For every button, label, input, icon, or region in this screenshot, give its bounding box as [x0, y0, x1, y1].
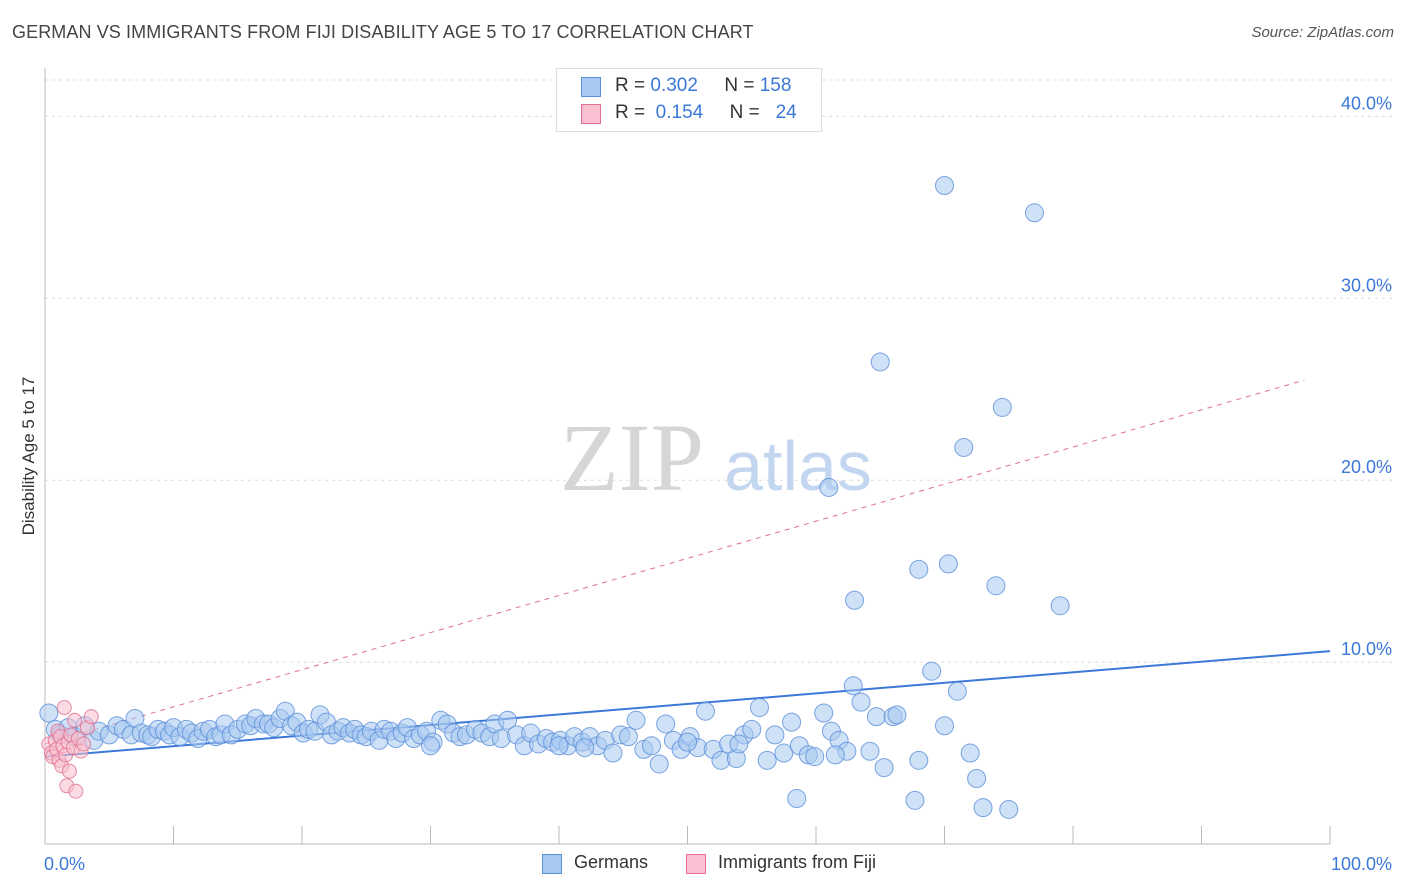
legend-swatch-fiji — [686, 854, 706, 874]
legend-swatch-germans — [581, 77, 601, 97]
n-value: 24 — [775, 102, 797, 123]
point-germans — [860, 741, 880, 761]
point-fiji — [83, 709, 99, 725]
r-value: 0.302 — [650, 75, 698, 96]
point-germans — [729, 734, 749, 754]
point-germans — [491, 728, 511, 748]
point-germans — [421, 736, 440, 756]
point-germans — [642, 736, 662, 756]
point-germans — [39, 703, 59, 723]
source-label: Source: ZipAtlas.com — [1251, 24, 1394, 41]
trend-line-germans — [44, 650, 1331, 758]
r-label: R = — [615, 102, 646, 123]
point-germans — [967, 769, 987, 789]
point-germans — [656, 714, 676, 734]
point-germans — [819, 477, 839, 497]
point-germans — [909, 559, 929, 579]
point-germans — [973, 798, 993, 818]
point-germans — [749, 698, 769, 718]
x-tick-label: 0.0% — [44, 854, 85, 874]
point-germans — [678, 732, 697, 752]
y-tick-label: 10.0% — [1341, 639, 1392, 659]
point-germans — [954, 437, 974, 457]
point-germans — [742, 719, 762, 739]
point-germans — [814, 703, 834, 723]
grid-lines — [45, 79, 1392, 663]
point-germans — [825, 745, 845, 765]
trend-lines — [44, 379, 1331, 758]
x-tick-label: 100.0% — [1331, 854, 1392, 874]
point-germans — [947, 681, 967, 701]
point-fiji — [76, 736, 92, 752]
point-germans — [603, 743, 623, 763]
point-germans — [999, 799, 1019, 819]
point-germans — [1024, 203, 1044, 223]
legend-label-germans: Germans — [574, 852, 649, 872]
point-germans — [549, 736, 569, 756]
point-germans — [626, 710, 646, 730]
point-germans — [765, 725, 785, 745]
tick-labels: 10.0% 20.0% 30.0% 40.0% 0.0% 100.0% Disability… — [19, 93, 1392, 874]
watermark: ZIP atlas — [560, 404, 872, 511]
point-germans — [851, 692, 871, 712]
n-value: 158 — [759, 75, 792, 96]
point-germans — [787, 789, 807, 809]
y-tick-label: 30.0% — [1341, 275, 1392, 295]
n-label: N = — [724, 75, 755, 96]
n-label: N = — [729, 102, 760, 123]
point-fiji — [61, 763, 77, 779]
data-points — [39, 176, 1070, 819]
y-tick-label: 20.0% — [1341, 457, 1392, 477]
point-germans — [870, 352, 890, 372]
point-fiji — [56, 700, 72, 716]
point-germans — [922, 661, 942, 681]
point-germans — [618, 727, 638, 747]
point-germans — [774, 743, 794, 763]
y-axis-title: Disability Age 5 to 17 — [19, 377, 38, 536]
point-germans — [843, 676, 863, 696]
point-germans — [986, 576, 1006, 596]
point-germans — [498, 710, 518, 730]
point-germans — [1050, 596, 1070, 616]
point-germans — [992, 397, 1012, 417]
legend-swatch-germans — [542, 854, 562, 874]
point-germans — [575, 738, 595, 758]
watermark-zip: ZIP — [560, 404, 704, 511]
point-germans — [866, 707, 886, 727]
point-germans — [805, 747, 825, 767]
point-fiji — [67, 712, 83, 728]
point-germans — [960, 743, 980, 763]
correlation-legend: R = 0.302 N = 158 R = 0.154 N = 24 — [556, 68, 822, 132]
trend-line-fiji — [44, 379, 1305, 745]
watermark-atlas: atlas — [724, 427, 872, 505]
point-fiji — [68, 783, 84, 799]
y-tick-label: 40.0% — [1341, 93, 1392, 113]
point-germans — [757, 750, 777, 770]
point-germans — [938, 554, 958, 574]
point-germans — [905, 790, 925, 810]
point-germans — [845, 590, 865, 610]
chart-title: GERMAN VS IMMIGRANTS FROM FIJI DISABILIT… — [12, 22, 754, 42]
point-germans — [782, 712, 802, 732]
point-germans — [935, 716, 954, 736]
r-value: 0.154 — [655, 102, 704, 123]
r-label: R = — [615, 75, 646, 96]
point-germans — [695, 701, 715, 721]
point-germans — [935, 176, 954, 196]
point-germans — [874, 758, 894, 778]
legend-label-fiji: Immigrants from Fiji — [718, 852, 877, 872]
point-germans — [909, 750, 929, 770]
point-germans — [649, 754, 669, 774]
legend-swatch-fiji — [581, 104, 601, 124]
point-germans — [887, 705, 907, 725]
